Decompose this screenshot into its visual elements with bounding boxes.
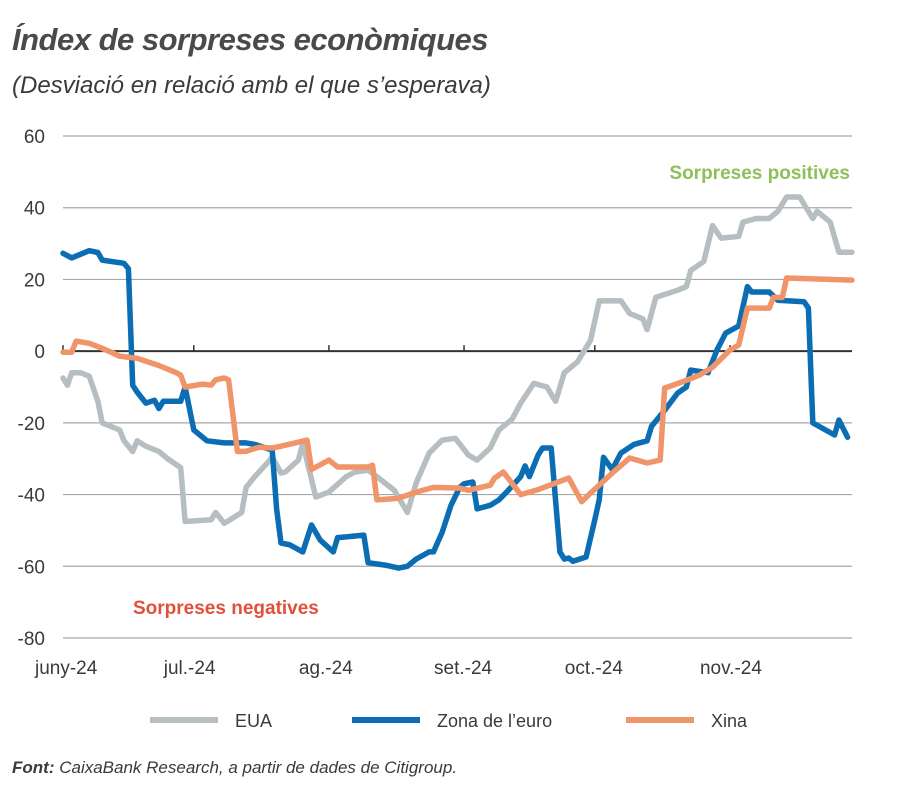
annotation-negative: Sorpreses negatives bbox=[133, 598, 319, 619]
x-tick-label: oct.-24 bbox=[565, 658, 624, 679]
y-tick-label: -20 bbox=[18, 414, 45, 435]
legend-label: Zona de l’euro bbox=[437, 711, 552, 731]
series-line-xina bbox=[60, 275, 855, 505]
x-tick-label: ag.-24 bbox=[299, 658, 353, 679]
y-tick-label: 20 bbox=[24, 270, 45, 291]
series-line-zona-de-l-euro bbox=[60, 247, 851, 571]
x-tick-label: nov.-24 bbox=[700, 658, 762, 679]
source-label: Font: bbox=[12, 758, 55, 777]
source-note: Font: CaixaBank Research, a partir de da… bbox=[12, 758, 457, 778]
y-tick-label: 40 bbox=[24, 199, 45, 220]
legend-label: EUA bbox=[235, 711, 272, 731]
y-tick-label: -60 bbox=[18, 557, 45, 578]
x-tick-label: set.-24 bbox=[434, 658, 493, 679]
source-text: CaixaBank Research, a partir de dades de… bbox=[54, 758, 458, 777]
x-tick-label: jul.-24 bbox=[163, 658, 216, 679]
legend-label: Xina bbox=[711, 711, 748, 731]
chart-subtitle: (Desviació en relació amb el que s’esper… bbox=[12, 72, 491, 99]
chart-title: Índex de sorpreses econòmiques bbox=[12, 22, 489, 57]
y-tick-label: 60 bbox=[24, 127, 45, 148]
y-tick-label: -80 bbox=[18, 629, 45, 650]
annotation-positive: Sorpreses positives bbox=[669, 163, 850, 184]
y-tick-label: -40 bbox=[18, 486, 45, 507]
y-tick-label: 0 bbox=[34, 342, 45, 363]
x-tick-label: juny-24 bbox=[34, 658, 98, 679]
series-line-eua bbox=[60, 194, 855, 527]
